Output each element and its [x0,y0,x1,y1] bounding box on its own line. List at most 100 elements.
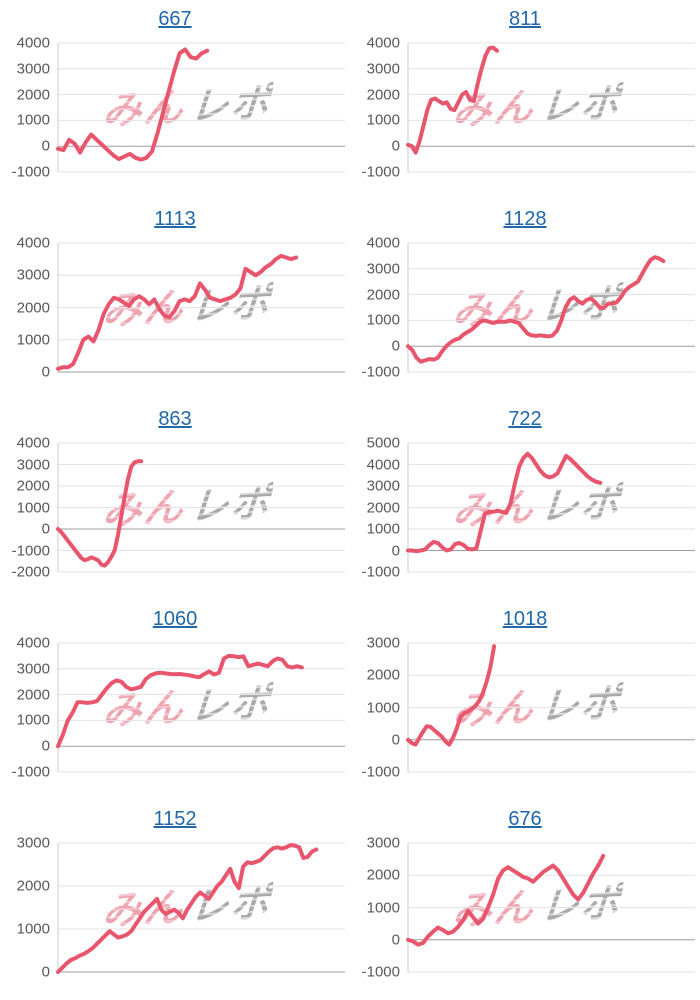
y-axis-tick-label: -1000 [11,763,50,781]
slump-graph: 5000 4000 3000 2000 1000 0 -1000 [350,400,700,600]
y-axis-tick-label: 0 [391,931,400,949]
slump-graph: 4000 3000 2000 1000 0 -1000 [350,0,700,200]
y-axis-tick-label: -1000 [361,563,400,581]
y-axis-tick-label: 2000 [16,299,50,316]
y-axis-tick-label: 5000 [366,434,400,452]
y-axis-tick-label: -1000 [361,763,400,781]
y-axis-tick-label: 3000 [16,60,50,78]
machine-number-link[interactable]: 676 [508,808,542,830]
chart-cell-1113: みんレポ 4000 3000 2000 1000 0 1113 [0,200,350,400]
y-axis-tick-label: 2000 [366,286,400,304]
chart-cell-811: みんレポ 4000 3000 2000 1000 0 -1000 811 [350,0,700,200]
machine-number-link[interactable]: 811 [509,8,541,30]
y-axis-tick-label: 1000 [366,899,400,916]
slump-graph: 4000 3000 2000 1000 0 -1000 [0,600,350,800]
y-axis-tick-label: 4000 [366,234,400,252]
chart-cell-722: みんレポ 5000 4000 3000 2000 1000 0 -1000 722 [350,400,700,600]
chart-cell-1152: みんレポ 3000 2000 1000 0 1152 [0,800,350,1000]
y-axis-tick-label: 1000 [366,311,400,329]
y-axis-tick-label: 2000 [366,866,400,884]
y-axis-tick-label: 3000 [366,634,400,652]
machine-number-link[interactable]: 667 [158,8,192,30]
y-axis-tick-label: -1000 [11,542,50,559]
y-axis-tick-label: 1000 [366,520,400,538]
y-axis-tick-label: 2000 [16,877,50,895]
slump-line [406,853,606,947]
y-axis-tick-label: 3000 [366,60,400,78]
y-axis-tick-label: -1000 [11,163,50,181]
slump-graph: 4000 3000 2000 1000 0 -1000 -2000 [0,400,350,600]
chart-cell-1018: みんレポ 3000 2000 1000 0 -1000 1018 [350,600,700,800]
y-axis-tick-label: 0 [41,520,50,538]
y-axis-tick-label: 0 [391,337,400,355]
slump-graph-svg [406,442,695,573]
y-axis-tick-label: 3000 [16,660,50,678]
machine-number-link[interactable]: 722 [508,408,542,430]
slump-line [406,255,666,364]
y-axis-tick-label: 2000 [16,686,50,704]
y-axis-tick-label: 0 [41,737,50,755]
y-axis-tick-label: 0 [391,731,400,749]
y-axis-tick-label: 2000 [366,666,400,684]
slump-graph: 4000 3000 2000 1000 0 -1000 [350,200,700,400]
slump-graph: 4000 3000 2000 1000 0 [0,200,350,400]
y-axis-tick-label: 2000 [366,499,400,516]
y-axis-tick-label: 4000 [16,34,50,52]
slump-line [56,47,210,162]
slump-line [406,644,497,747]
y-axis-tick-label: 0 [391,137,400,155]
y-axis-tick-label: 2000 [16,86,50,104]
chart-cell-863: みんレポ 4000 3000 2000 1000 0 -1000 -2000 863 [0,400,350,600]
y-axis-tick-label: 1000 [16,920,50,938]
slump-line [56,253,299,371]
slump-line [56,843,319,974]
machine-number-link[interactable]: 863 [158,408,192,430]
chart-cell-1128: みんレポ 4000 3000 2000 1000 0 -1000 1128 [350,200,700,400]
y-axis-tick-label: -1000 [361,163,400,181]
y-axis-tick-label: -1000 [361,963,400,981]
y-axis-tick-label: 1000 [16,331,50,349]
slump-graph-svg [406,842,695,973]
machine-number-link[interactable]: 1060 [152,608,198,630]
slump-line [406,451,603,554]
machine-number-link[interactable]: 1152 [153,808,197,830]
y-axis-tick-label: 0 [41,363,50,381]
chart-cell-676: みんレポ 3000 2000 1000 0 -1000 676 [350,800,700,1000]
slump-line [56,653,304,749]
y-axis-tick-label: 4000 [366,456,400,473]
slump-graph-svg [56,242,345,373]
y-axis-tick-label: 1000 [366,699,400,716]
slump-graph: 3000 2000 1000 0 -1000 [350,800,700,1000]
y-axis-tick-label: 1000 [16,499,50,516]
chart-cell-667: みんレポ 4000 3000 2000 1000 0 -1000 667 [0,0,350,200]
y-axis-tick-label: 4000 [16,634,50,652]
y-axis-tick-label: 3000 [16,834,50,852]
y-axis-tick-label: 1000 [366,111,400,129]
y-axis-tick-label: 3000 [366,477,400,495]
slump-graph-svg [406,642,695,773]
y-axis-tick-label: 4000 [16,234,50,252]
y-axis-tick-label: 3000 [366,260,400,278]
slump-graph-svg [406,42,695,173]
slump-graph-svg [56,442,345,573]
slump-graph: 3000 2000 1000 0 [0,800,350,1000]
y-axis-tick-label: 4000 [16,434,50,452]
y-axis-tick-label: -1000 [361,363,400,381]
y-axis-tick-label: -2000 [11,563,50,581]
y-axis-tick-label: 4000 [366,34,400,52]
slump-graph-svg [56,642,345,773]
y-axis-tick-label: 1000 [16,111,50,129]
y-axis-tick-label: 3000 [16,456,50,473]
slump-line [406,45,499,155]
slump-graph-svg [406,242,695,373]
slump-graph-svg [56,42,345,173]
machine-number-link[interactable]: 1018 [502,608,548,630]
slump-graph: 3000 2000 1000 0 -1000 [350,600,700,800]
slump-graph-svg [56,842,345,974]
y-axis-tick-label: 2000 [366,86,400,104]
slump-line [56,459,144,568]
machine-number-link[interactable]: 1128 [503,208,547,230]
machine-number-link[interactable]: 1113 [154,208,196,230]
